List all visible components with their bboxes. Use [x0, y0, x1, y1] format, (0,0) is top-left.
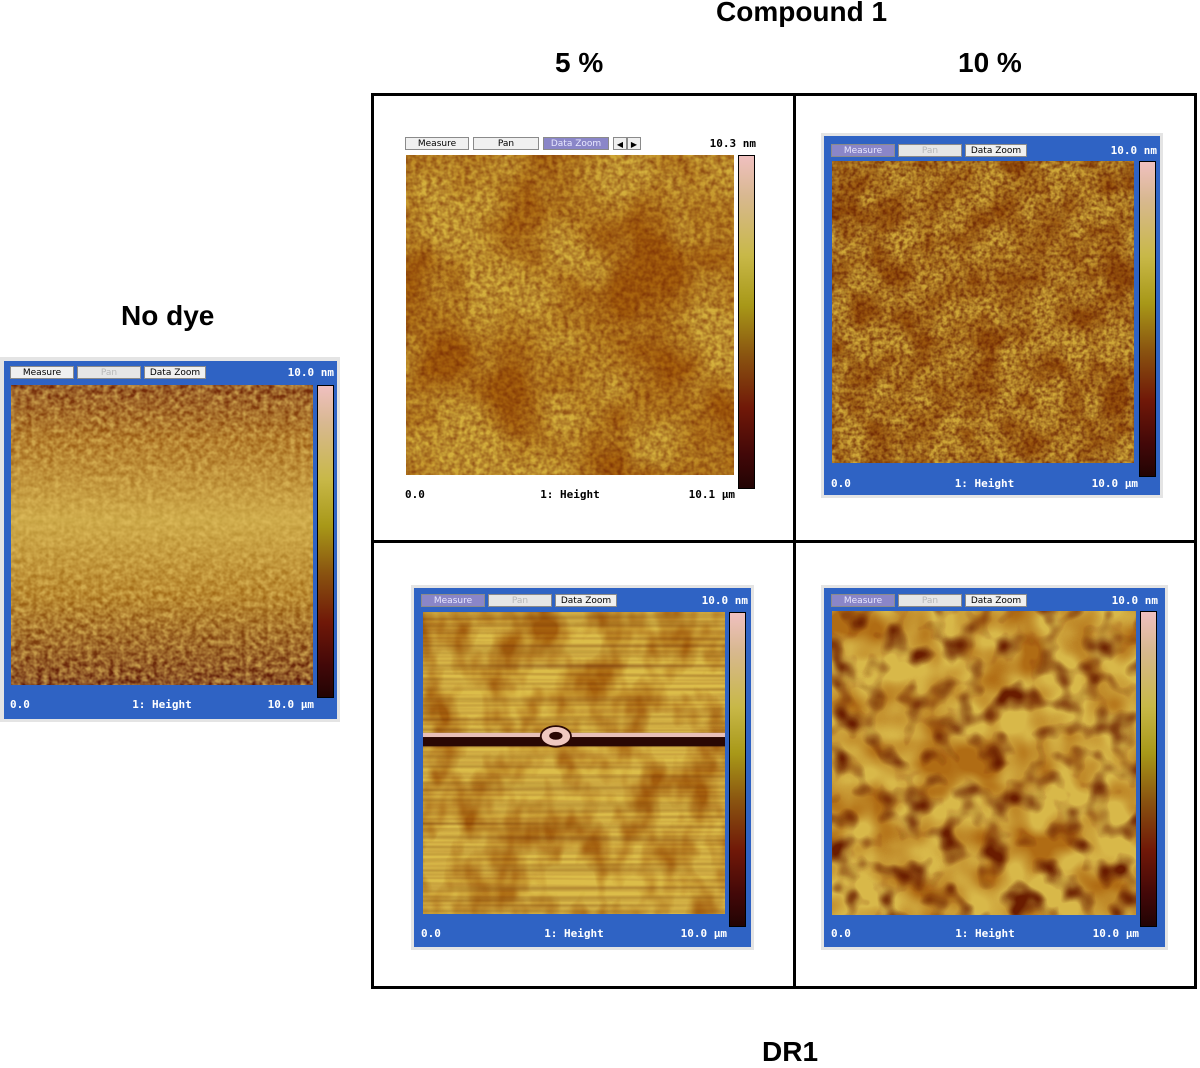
- scan-size-label: 10.0 µm: [680, 927, 727, 940]
- afm-footer: 0.0 1: Height 10.1 µm: [405, 487, 735, 503]
- scale-max-label: 10.0 nm: [1111, 594, 1158, 607]
- scale-max-label: 10.0 nm: [287, 366, 334, 379]
- channel-label: 1: Height: [540, 488, 600, 501]
- channel-label: 1: Height: [132, 698, 192, 711]
- pan-button[interactable]: Pan: [898, 144, 962, 157]
- scale-max-label: 10.3 nm: [709, 137, 756, 150]
- afm-height-image: [406, 155, 734, 475]
- color-scale-bar: [317, 385, 334, 698]
- scale-max-label: 10.0 nm: [1110, 144, 1157, 157]
- measure-button[interactable]: Measure: [831, 144, 895, 157]
- data-zoom-button[interactable]: Data Zoom: [144, 366, 206, 379]
- scan-size-label: 10.1 µm: [688, 488, 735, 501]
- origin-label: 0.0: [421, 927, 441, 940]
- data-zoom-button[interactable]: Data Zoom: [965, 594, 1027, 607]
- color-scale-bar: [738, 155, 755, 489]
- afm-height-image: [423, 612, 725, 914]
- scale-max-label: 10.0 nm: [701, 594, 748, 607]
- origin-label: 0.0: [831, 477, 851, 490]
- measure-button[interactable]: Measure: [10, 366, 74, 379]
- scroll-left-icon[interactable]: ◀: [613, 137, 627, 150]
- afm-footer: 0.0 1: Height 10.0 µm: [421, 926, 727, 942]
- afm-footer: 0.0 1: Height 10.0 µm: [831, 926, 1139, 942]
- scroll-right-icon[interactable]: ▶: [627, 137, 641, 150]
- pan-button[interactable]: Pan: [488, 594, 552, 607]
- afm-height-image: [832, 611, 1136, 915]
- afm-panel-dr1-10: Measure Pan Data Zoom 10.0 nm: [821, 585, 1168, 950]
- color-scale-bar: [1140, 611, 1157, 927]
- measure-button[interactable]: Measure: [421, 594, 485, 607]
- pan-button[interactable]: Pan: [898, 594, 962, 607]
- header-dr1: DR1: [762, 1036, 819, 1067]
- pan-button[interactable]: Pan: [473, 137, 539, 150]
- afm-height-image: [11, 385, 313, 685]
- afm-panel-compound1-5: Measure Pan Data Zoom ◀ ▶ 10.3 nm: [400, 133, 760, 505]
- channel-label: 1: Height: [955, 927, 1015, 940]
- scan-size-label: 10.0 µm: [1092, 927, 1139, 940]
- afm-panel-dr1-5: Measure Pan Data Zoom 10.0 nm: [411, 585, 754, 950]
- channel-label: 1: Height: [954, 477, 1015, 490]
- color-scale-bar: [1139, 161, 1156, 477]
- channel-label: 1: Height: [544, 927, 604, 940]
- grid-border-bottom: [371, 986, 1197, 989]
- origin-label: 0.0: [831, 927, 851, 940]
- grid-divider-horizontal: [371, 540, 1197, 543]
- pan-button[interactable]: Pan: [77, 366, 141, 379]
- header-10-percent: 10 %: [958, 47, 1022, 78]
- data-zoom-button[interactable]: Data Zoom: [965, 144, 1027, 157]
- color-scale-bar: [729, 612, 746, 927]
- afm-panel-compound1-10: Measure Pan Data Zoom 10.0 nm: [821, 133, 1163, 498]
- afm-panel-no-dye: Measure Pan Data Zoom 10.0 nm: [0, 357, 340, 722]
- scan-size-label: 10.0 µm: [1091, 477, 1138, 490]
- header-5-percent: 5 %: [555, 47, 604, 78]
- compound-header: Compound 1: [716, 0, 888, 27]
- header-no-dye: No dye: [121, 300, 215, 331]
- data-zoom-button[interactable]: Data Zoom: [543, 137, 609, 150]
- scan-size-label: 10.0 µm: [267, 698, 314, 711]
- grid-border-top: [371, 93, 1197, 96]
- afm-footer: 0.0 1: Height 10.0 µm: [10, 697, 314, 713]
- origin-label: 0.0: [10, 698, 30, 711]
- measure-button[interactable]: Measure: [831, 594, 895, 607]
- origin-label: 0.0: [405, 488, 425, 501]
- afm-footer: 0.0 1: Height 10.0 µm: [831, 476, 1138, 492]
- afm-height-image: [832, 161, 1134, 463]
- measure-button[interactable]: Measure: [405, 137, 469, 150]
- data-zoom-button[interactable]: Data Zoom: [555, 594, 617, 607]
